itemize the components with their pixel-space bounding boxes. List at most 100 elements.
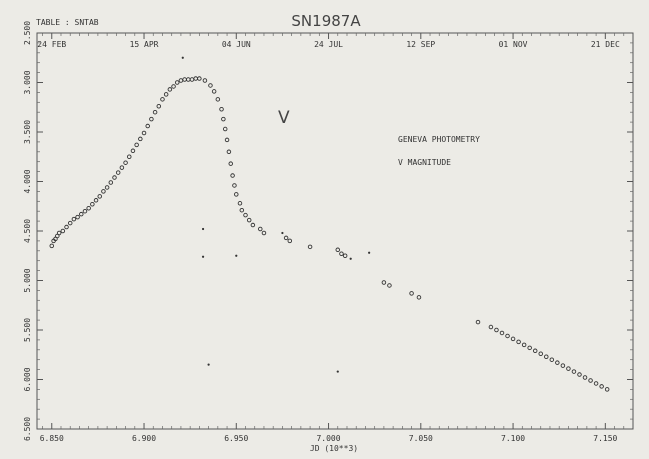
data-point [239, 207, 245, 213]
data-point [243, 212, 248, 218]
data-point [222, 126, 228, 132]
data-point [67, 220, 73, 226]
data-point [197, 76, 202, 81]
data-point [307, 244, 313, 250]
data-point [219, 106, 224, 112]
data-point [521, 342, 527, 348]
data-point [90, 202, 95, 207]
data-point [221, 116, 226, 122]
data-point [237, 201, 243, 206]
x-tick-label: 6.900 [132, 434, 156, 443]
y-tick-label: 4.500 [23, 219, 32, 243]
data-point [538, 351, 543, 357]
data-point [234, 192, 239, 197]
data-point [261, 230, 267, 236]
data-point-dot [235, 254, 238, 257]
top-axis-date-label: 24 JUL [314, 40, 343, 49]
data-point [145, 123, 150, 129]
data-point [381, 280, 387, 285]
top-axis-date-label: 24 FEB [37, 40, 66, 49]
data-point-dot [201, 227, 205, 231]
top-axis-date-label: 15 APR [130, 40, 159, 49]
x-tick-label: 6.850 [40, 434, 64, 443]
top-axis-date-label: 21 DEC [591, 40, 620, 49]
data-point [112, 175, 117, 180]
data-point [64, 224, 69, 230]
data-point [499, 330, 505, 336]
data-point [130, 148, 136, 154]
data-point [71, 216, 77, 222]
data-point [208, 83, 213, 88]
data-point [560, 363, 566, 368]
x-tick-label: 7.050 [409, 434, 433, 443]
data-point [494, 327, 499, 333]
x-tick-label: 7.000 [316, 434, 340, 443]
top-axis-date-label: 04 JUN [222, 40, 251, 49]
data-point [409, 291, 414, 296]
data-point [167, 87, 173, 92]
table-label: TABLE : SNTAB [36, 18, 99, 27]
data-point [108, 180, 114, 185]
data-point [127, 154, 132, 159]
data-point [566, 366, 571, 371]
data-point [123, 160, 128, 165]
x-tick-label: 7.150 [593, 434, 617, 443]
top-axis-date-label: 12 SEP [406, 40, 435, 49]
data-point [119, 165, 125, 170]
data-point [202, 78, 208, 83]
data-point [475, 319, 481, 325]
x-tick-label: 7.100 [501, 434, 525, 443]
data-point [141, 130, 147, 136]
data-point [75, 214, 80, 220]
data-point [339, 251, 344, 257]
data-point [532, 348, 538, 354]
data-point [156, 104, 162, 109]
data-point [49, 243, 55, 249]
data-point [527, 345, 532, 351]
data-point [342, 253, 348, 258]
top-axis-date-label: 01 NOV [499, 40, 528, 49]
data-point [593, 381, 599, 386]
data-point [226, 149, 232, 155]
data-point [101, 189, 106, 194]
x-axis-title: JD (10**3) [310, 444, 358, 453]
plot-layer: 6.850 6.900 6.950 7.000 7.050 7.100 7.150 24 FE… [23, 21, 633, 443]
y-tick-label: 5.500 [23, 318, 32, 342]
data-point [215, 97, 221, 102]
y-tick-label: 6.500 [23, 417, 32, 441]
data-point [224, 137, 230, 143]
y-tick-label: 3.000 [23, 70, 32, 94]
data-point [599, 384, 604, 389]
data-point [160, 97, 165, 102]
data-point [571, 369, 577, 374]
chart-title: SN1987A [291, 12, 361, 30]
data-point [152, 109, 158, 115]
data-point [387, 283, 392, 288]
data-point [93, 198, 99, 203]
data-point [335, 247, 341, 253]
data-point [171, 84, 176, 89]
data-point-dot [201, 255, 205, 258]
data-point [544, 354, 549, 359]
data-point [163, 92, 169, 97]
data-point [174, 80, 180, 85]
data-point [246, 217, 252, 223]
data-point [232, 183, 237, 188]
quantity-label: V MAGNITUDE [398, 158, 451, 167]
data-point [60, 228, 66, 234]
data-point [86, 205, 91, 211]
data-point [582, 375, 588, 380]
band-label: V [278, 108, 290, 128]
data-point [588, 378, 593, 383]
data-point [56, 230, 62, 236]
data-point [577, 372, 582, 377]
data-point-dot [181, 56, 184, 59]
data-point [134, 142, 139, 148]
data-point [115, 170, 121, 175]
y-tick-label: 3.500 [23, 120, 32, 144]
photometry-label: GENEVA PHOTOMETRY [398, 135, 480, 144]
data-point [250, 222, 256, 228]
data-point [604, 387, 610, 392]
